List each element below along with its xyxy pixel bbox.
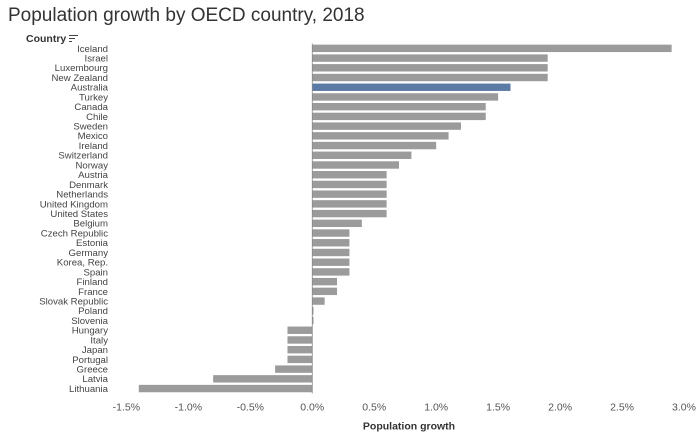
bar-japan[interactable] (287, 345, 313, 354)
bar-sweden[interactable] (312, 122, 461, 130)
bar-new-zealand[interactable] (312, 73, 548, 82)
category-label: Luxembourg (55, 63, 108, 74)
bar-israel[interactable] (312, 54, 548, 62)
category-label: Turkey (79, 92, 108, 103)
bar-korea-rep-[interactable] (312, 258, 350, 266)
category-label: Australia (71, 83, 109, 94)
category-label: Poland (78, 306, 108, 317)
country-column-header[interactable]: Country (26, 33, 79, 45)
category-label: Hungary (72, 326, 108, 337)
category-label: Japan (82, 345, 108, 356)
category-label: Portugal (72, 355, 108, 366)
x-axis-ticks: -1.5% -1.0% -0.5% 0.0% 0.5% 1.0% 1.5% 2.0% 2.5% 3… (113, 401, 696, 413)
bar-france[interactable] (312, 287, 338, 296)
category-label: United States (50, 209, 108, 220)
x-tick-label: 3.0% (672, 401, 696, 413)
bar-slovak-republic[interactable] (312, 297, 325, 305)
x-tick-label: -1.0% (175, 401, 202, 413)
bar-portugal[interactable] (287, 355, 313, 364)
bar-latvia[interactable] (213, 375, 313, 383)
category-label: Switzerland (58, 151, 108, 162)
country-header-label: Country (26, 33, 67, 45)
bar-luxembourg[interactable] (312, 64, 548, 72)
category-label: Mexico (78, 131, 108, 142)
category-label: Austria (78, 170, 109, 181)
category-label: Italy (90, 335, 108, 346)
category-label: Greece (77, 365, 108, 376)
bar-canada[interactable] (312, 102, 486, 111)
category-label: Israel (85, 53, 108, 64)
bar-mexico[interactable] (312, 132, 449, 140)
x-tick-label: 0.5% (362, 401, 386, 413)
bar-united-kingdom[interactable] (312, 200, 387, 208)
x-tick-label: 2.5% (610, 401, 634, 413)
category-label: Finland (77, 277, 108, 288)
category-label: Slovenia (71, 316, 108, 327)
category-label: Canada (74, 102, 108, 113)
category-label: Estonia (76, 238, 109, 249)
category-label: Spain (83, 267, 108, 278)
bar-netherlands[interactable] (312, 190, 387, 198)
bar-czech-republic[interactable] (312, 229, 350, 237)
category-label: Slovak Republic (39, 296, 108, 307)
bar-greece[interactable] (275, 365, 313, 373)
category-label: Latvia (82, 374, 108, 385)
bar-slovenia[interactable] (312, 316, 314, 325)
category-label: New Zealand (51, 73, 108, 84)
x-tick-label: -0.5% (237, 401, 264, 413)
bar-estonia[interactable] (312, 239, 350, 247)
x-tick-label: 1.5% (486, 401, 510, 413)
bar-norway[interactable] (312, 161, 399, 169)
bar-denmark[interactable] (312, 180, 387, 189)
bar-poland[interactable] (312, 307, 314, 315)
category-label: Korea, Rep. (57, 258, 108, 269)
category-label: Sweden (73, 122, 108, 133)
bar-chile[interactable] (312, 112, 486, 121)
chart-title: Population growth by OECD country, 2018 (8, 5, 365, 26)
bar-iceland[interactable] (312, 44, 672, 53)
category-label: Czech Republic (41, 228, 108, 239)
x-axis-label: Population growth (363, 420, 455, 432)
category-label: Belgium (73, 219, 108, 230)
bar-hungary[interactable] (287, 326, 313, 334)
bar-austria[interactable] (312, 171, 387, 179)
category-label: Denmark (69, 180, 108, 191)
x-tick-label: 1.0% (424, 401, 448, 413)
bar-italy[interactable] (287, 336, 313, 344)
category-label: Netherlands (56, 190, 108, 201)
category-label: Norway (75, 160, 108, 171)
category-label: Lithuania (69, 384, 109, 395)
bar-finland[interactable] (312, 277, 338, 286)
category-label: Ireland (79, 141, 108, 152)
bar-united-states[interactable] (312, 209, 387, 218)
bar-lithuania[interactable] (138, 384, 313, 393)
bar-ireland[interactable] (312, 141, 437, 150)
category-label: Chile (86, 112, 108, 123)
bar-australia[interactable] (312, 83, 511, 91)
category-label: United Kingdom (40, 199, 108, 210)
bar-turkey[interactable] (312, 93, 499, 101)
bar-germany[interactable] (312, 248, 350, 257)
bar-switzerland[interactable] (312, 151, 412, 159)
bar-belgium[interactable] (312, 219, 362, 228)
bar-spain[interactable] (312, 268, 350, 276)
sort-descending-icon[interactable] (69, 35, 79, 43)
x-tick-label: 2.0% (548, 401, 572, 413)
category-label: France (78, 287, 108, 298)
category-label: Iceland (77, 44, 108, 55)
category-label: Germany (69, 248, 109, 259)
x-tick-label: 0.0% (300, 401, 324, 413)
x-tick-label: -1.5% (113, 401, 140, 413)
bars-group (138, 44, 672, 393)
